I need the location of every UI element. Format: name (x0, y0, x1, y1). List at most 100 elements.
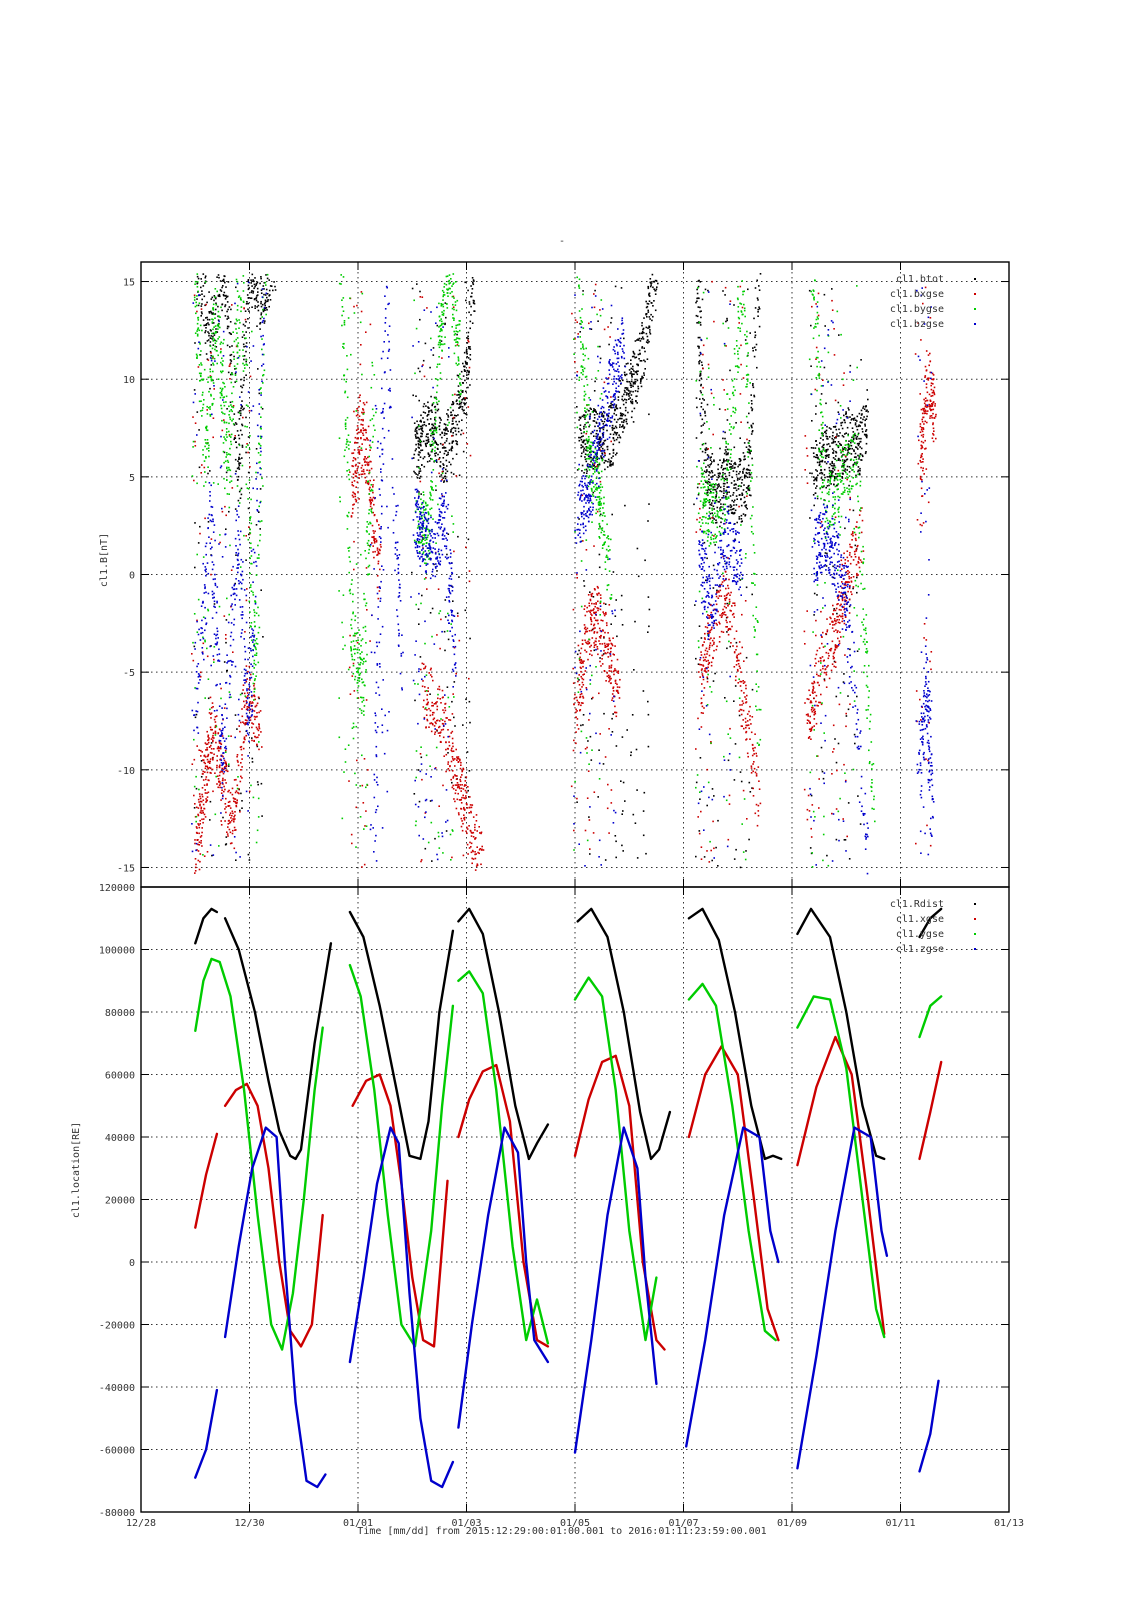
data-point (704, 658, 706, 661)
data-point (914, 353, 917, 355)
data-point (635, 370, 638, 373)
data-point (809, 847, 812, 849)
data-point (856, 420, 858, 422)
data-point (585, 446, 588, 448)
data-point (429, 557, 431, 560)
data-point (196, 619, 198, 622)
data-point (451, 781, 453, 784)
data-point (854, 434, 857, 437)
data-point (744, 458, 746, 460)
data-point (452, 426, 455, 429)
data-point (852, 576, 855, 578)
data-point (733, 700, 735, 702)
data-point (752, 386, 755, 389)
data-point (432, 424, 435, 427)
data-point (584, 626, 587, 629)
data-point (612, 448, 615, 451)
data-point (234, 818, 236, 820)
data-point (628, 395, 630, 397)
data-point (584, 748, 587, 750)
data-point (618, 686, 621, 689)
data-point (224, 749, 227, 752)
data-point (828, 427, 831, 429)
data-point (255, 296, 258, 299)
data-point (241, 715, 244, 718)
data-point (700, 651, 702, 653)
data-point (713, 643, 715, 645)
data-point (247, 279, 250, 281)
data-point (825, 432, 827, 435)
data-point (197, 823, 199, 825)
data-point (718, 501, 721, 503)
data-point (607, 783, 609, 786)
data-point (442, 463, 444, 465)
data-point (206, 792, 208, 794)
data-point (592, 457, 594, 460)
data-point (737, 659, 739, 662)
data-point (360, 473, 362, 476)
data-point (699, 375, 701, 377)
data-point (458, 397, 460, 399)
data-point (258, 511, 260, 513)
data-point (700, 361, 703, 364)
data-point (438, 725, 441, 728)
data-point (365, 810, 367, 812)
data-point (372, 536, 375, 539)
data-point (201, 845, 203, 847)
data-point (432, 436, 434, 439)
data-point (248, 859, 251, 861)
data-point (432, 438, 435, 441)
data-point (256, 702, 259, 705)
data-point (926, 410, 929, 412)
data-point (610, 465, 612, 467)
data-point (838, 640, 841, 642)
data-point (200, 810, 202, 812)
data-point (863, 408, 866, 410)
data-point (203, 807, 206, 810)
data-point (853, 449, 855, 451)
data-point (597, 607, 600, 610)
data-point (455, 475, 458, 477)
data-point (637, 390, 639, 393)
data-point (842, 681, 845, 683)
data-point (925, 758, 927, 760)
data-point (196, 275, 199, 278)
data-point (615, 421, 618, 423)
data-point (436, 708, 438, 711)
data-point (454, 765, 456, 767)
data-point (251, 757, 254, 760)
data-point (200, 800, 203, 803)
data-point (463, 365, 465, 368)
data-point (461, 406, 464, 408)
data-point (610, 402, 612, 405)
data-point (922, 407, 924, 410)
data-point (454, 430, 457, 432)
data-point (644, 559, 646, 562)
data-point (370, 467, 373, 470)
data-point (924, 286, 927, 289)
data-point (223, 785, 225, 788)
data-point (610, 659, 613, 662)
data-point (591, 614, 593, 617)
data-point (420, 859, 423, 861)
data-point (599, 657, 601, 659)
data-point (810, 709, 813, 711)
data-point (614, 711, 617, 714)
data-point (821, 642, 823, 645)
data-point (722, 379, 724, 381)
data-point (848, 858, 851, 860)
data-point (648, 608, 651, 611)
data-point (598, 436, 601, 438)
data-point (825, 435, 827, 438)
data-point (478, 826, 480, 828)
data-point (242, 408, 244, 411)
data-point (634, 371, 637, 373)
data-point (243, 379, 245, 382)
data-point (586, 797, 589, 799)
data-point (853, 733, 856, 736)
data-point (633, 353, 636, 355)
data-point (468, 371, 470, 374)
data-point (631, 355, 634, 358)
data-point (826, 454, 828, 456)
data-point (723, 579, 725, 582)
